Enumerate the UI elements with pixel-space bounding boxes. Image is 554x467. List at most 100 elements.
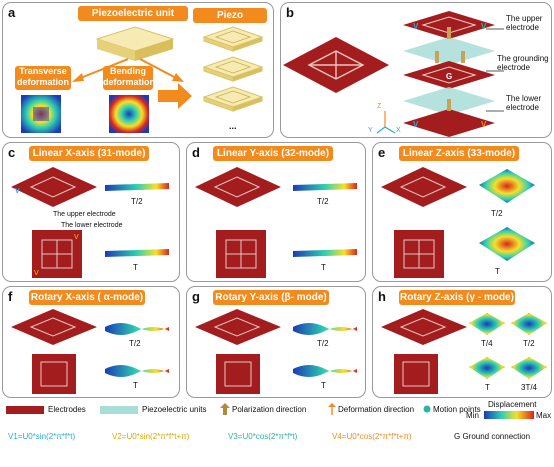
piezo-swatch [100, 406, 138, 414]
bending-banner: Bending deformation [103, 66, 155, 90]
upper-electrode-label: The upper electrode [53, 211, 116, 218]
legend-ground: G Ground connection [454, 432, 531, 441]
panel-g: g Rotary Y-axis (β- mode) T/2 T [186, 286, 366, 398]
svg-text:V: V [74, 234, 79, 241]
time-label: T/2 [491, 209, 503, 218]
svg-text:V: V [481, 120, 487, 129]
panel-c: c Linear X-axis (31-mode) V T/2 The uppe… [2, 142, 180, 282]
time-label: T [321, 381, 326, 390]
wave-strip-2 [105, 365, 169, 377]
svg-text:V: V [413, 22, 419, 31]
colorbar-max: Max [536, 411, 552, 420]
strip-deform [293, 183, 357, 191]
transverse-banner: Transverse deformation [15, 66, 71, 90]
panel-a: a Piezoelectric unit Transverse deformat… [2, 2, 274, 138]
wave-strip [105, 323, 169, 335]
metasurface-plate [283, 37, 389, 93]
svg-text:V: V [34, 270, 39, 277]
panel-label: d [192, 145, 200, 160]
plate-iso [381, 309, 467, 345]
panel-h-title: Rotary Z-axis (γ - mode) [399, 290, 515, 305]
axis-y: Y [368, 127, 373, 134]
motion-point-icon [423, 405, 431, 413]
plate-iso [195, 309, 281, 345]
panel-label: g [192, 289, 200, 304]
piezo-unit-illustration [95, 26, 175, 61]
time-label: T/2 [131, 197, 143, 206]
wave-strip-2 [293, 365, 357, 377]
metasurface-stack [202, 26, 264, 112]
time-label: T [133, 381, 138, 390]
svg-text:V: V [481, 22, 487, 31]
big-arrow-right [158, 83, 192, 109]
plate-top: VV [32, 230, 82, 278]
plate-top [394, 230, 444, 278]
pointer-lines [486, 28, 504, 112]
panel-d: d Linear Y-axis (32-mode) T/2 T [186, 142, 366, 282]
time-label: T/2 [523, 339, 535, 348]
equation-v3: V3=U0*cos(2*π*f*t) [228, 432, 298, 441]
legend: Electrodes Piezoelectric units Polarizat… [0, 398, 554, 467]
bulge-heatmap-1 [479, 169, 535, 203]
time-label: T [495, 267, 500, 276]
time-label: T/2 [317, 197, 329, 206]
colorbar [484, 411, 534, 419]
label-upper-electrode: The upper electrode [506, 14, 543, 32]
axis-x: X [396, 127, 401, 134]
time-label: T/2 [317, 339, 329, 348]
twist-heatmaps-bottom [469, 357, 547, 379]
plate-top [216, 354, 260, 394]
metasurfaces-banner: Piezo metasurfaces [193, 8, 267, 36]
panel-e-title: Linear Z-axis (33-mode) [399, 146, 519, 161]
time-label: T/4 [481, 339, 493, 348]
equation-v4: V4=U0*cos(2*π*f*t+π) [332, 432, 412, 441]
exploded-stack: V V G V V [403, 11, 495, 137]
svg-text:V: V [15, 188, 20, 195]
deformation-arrow-icon [328, 403, 336, 415]
legend-electrodes: Electrodes [48, 405, 86, 414]
panel-label: f [8, 289, 13, 304]
panel-label: b [286, 5, 294, 20]
equation-v2: V2=U0*sin(2*π*f*t+π) [112, 432, 190, 441]
plate-iso [381, 167, 467, 207]
plate-iso [195, 167, 281, 207]
twist-heatmaps-top [469, 313, 547, 335]
legend-displacement: Displacement [488, 400, 537, 409]
strip-deform-2 [293, 249, 357, 257]
panel-c-title: Linear X-axis (31-mode) [29, 146, 149, 161]
wave-strip [293, 323, 357, 335]
legend-polarization: Polarization direction [232, 405, 307, 414]
panel-f-title: Rotary X-axis ( α-mode) [29, 290, 145, 305]
legend-motion: Motion points [433, 405, 481, 414]
svg-text:G: G [446, 72, 452, 81]
bulge-heatmap-2 [479, 227, 535, 261]
time-label: T [485, 383, 490, 392]
colorbar-min: Min [466, 411, 479, 420]
strip-deform [105, 183, 169, 191]
plate-top [216, 230, 266, 278]
lower-electrode-label: The lower electrode [61, 222, 123, 229]
electrode-swatch [6, 406, 44, 414]
panel-a-banner: Piezoelectric unit [78, 6, 188, 21]
time-label: T [133, 263, 138, 272]
panel-label: c [8, 145, 16, 160]
panel-d-title: Linear Y-axis (32-mode) [213, 146, 333, 161]
panel-b: b V V G V V The upper electrode The ground… [280, 2, 552, 138]
panel-label: h [378, 289, 386, 304]
panel-g-title: Rotary Y-axis (β- mode) [213, 290, 329, 305]
label-lower-electrode: The lower electrode [506, 94, 542, 112]
plate-top [32, 354, 76, 394]
polarization-arrow-icon [220, 403, 230, 415]
plate-iso [11, 309, 97, 345]
legend-deformation: Deformation direction [338, 405, 415, 414]
plate-top [394, 354, 438, 394]
equation-v1: V1=U0*sin(2*π*f*t) [8, 432, 76, 441]
label-grounding-electrode: The grounding electrode [497, 54, 549, 72]
axis-z: Z [377, 103, 382, 110]
plate-iso: V [11, 167, 97, 207]
time-label: T [321, 263, 326, 272]
axis-triad [376, 111, 396, 134]
panel-e: e Linear Z-axis (33-mode) T/2 T [372, 142, 552, 282]
legend-piezo-units: Piezoelectric units [142, 405, 207, 414]
transverse-heatmap [21, 95, 61, 133]
